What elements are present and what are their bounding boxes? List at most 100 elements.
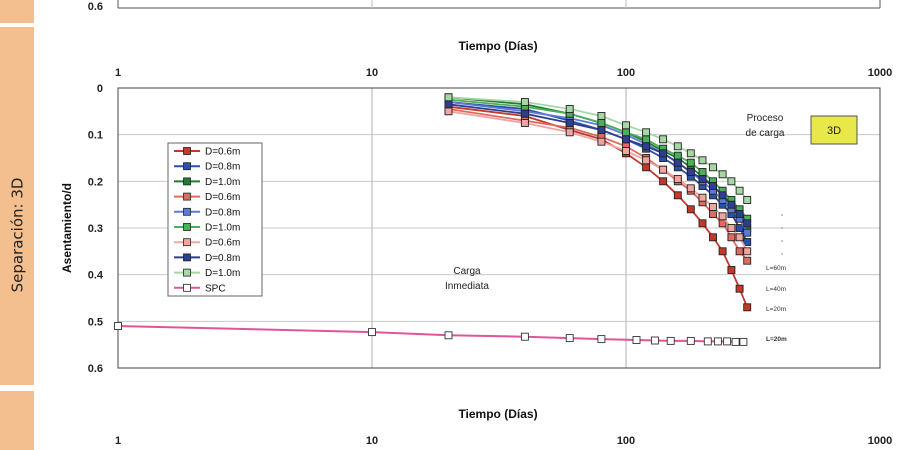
data-point bbox=[659, 135, 668, 144]
data-point bbox=[743, 238, 752, 246]
legend-swatch-marker bbox=[183, 177, 191, 186]
series-6 bbox=[444, 95, 752, 223]
x-tick: 100 bbox=[617, 435, 635, 447]
data-point bbox=[735, 284, 744, 293]
data-point bbox=[743, 303, 752, 312]
data-point bbox=[698, 193, 707, 202]
y-tick-label: 0.3 bbox=[88, 223, 103, 235]
dotted-separator bbox=[781, 214, 783, 255]
data-point bbox=[368, 328, 376, 337]
data-point bbox=[520, 98, 529, 106]
data-point bbox=[709, 182, 717, 190]
data-point bbox=[698, 168, 707, 176]
data-point bbox=[739, 337, 748, 346]
data-point bbox=[622, 135, 630, 144]
annotation-de-carga: de carga bbox=[746, 128, 785, 139]
data-point bbox=[659, 165, 668, 174]
data-point bbox=[723, 337, 732, 346]
top-row-tab bbox=[0, 0, 34, 23]
data-point bbox=[713, 337, 722, 346]
data-point bbox=[743, 228, 752, 237]
data-point bbox=[709, 233, 717, 242]
data-point bbox=[673, 142, 682, 151]
y-tick-label: 0.2 bbox=[88, 176, 103, 188]
data-point bbox=[114, 322, 122, 330]
legend-label: D=1.0m bbox=[205, 223, 240, 234]
legend: D=0.6m D=0.8m D=1.0m D=0.6m D=0.8m D=1.0m D=0.… bbox=[167, 142, 263, 297]
data-point bbox=[659, 149, 668, 158]
data-point bbox=[735, 247, 744, 256]
data-point bbox=[659, 177, 668, 186]
x-tick: 10 bbox=[366, 435, 378, 447]
legend-label: D=1.0m bbox=[205, 177, 240, 188]
series-7 bbox=[444, 107, 752, 256]
data-point bbox=[444, 100, 453, 109]
data-point bbox=[686, 184, 695, 193]
data-point bbox=[673, 158, 682, 167]
y-tick-label: 0.1 bbox=[88, 130, 103, 142]
data-point bbox=[673, 175, 682, 183]
legend-label: D=1.0m bbox=[205, 268, 240, 279]
data-point bbox=[622, 128, 630, 137]
data-point bbox=[565, 105, 574, 113]
3d-box-label: 3D bbox=[827, 125, 841, 137]
legend-item: D=1.0m bbox=[174, 268, 240, 279]
y-tick-label: 0.5 bbox=[88, 316, 103, 328]
y-axis-label: Asentamiento/d bbox=[60, 183, 74, 273]
data-point bbox=[709, 203, 717, 211]
data-point bbox=[718, 170, 727, 179]
data-point bbox=[622, 147, 630, 155]
top-x-tick: 1 bbox=[115, 67, 121, 79]
top-x-tick: 1000 bbox=[868, 67, 892, 79]
data-point bbox=[727, 200, 736, 209]
legend-swatch-marker bbox=[183, 147, 191, 155]
data-point bbox=[686, 336, 695, 345]
3d-box bbox=[810, 115, 858, 145]
data-point bbox=[565, 128, 574, 137]
x-tick: 1 bbox=[115, 435, 121, 447]
data-point bbox=[444, 331, 453, 340]
series-8 bbox=[444, 100, 752, 228]
data-point bbox=[743, 256, 752, 265]
data-point bbox=[727, 233, 736, 242]
data-point bbox=[642, 135, 651, 144]
x-tick: 1000 bbox=[868, 435, 892, 447]
annotation-inmediata: Inmediata bbox=[445, 281, 489, 292]
data-point bbox=[686, 158, 695, 167]
data-point bbox=[727, 266, 736, 274]
top-x-tick: 10 bbox=[366, 67, 378, 79]
legend-label: D=0.6m bbox=[205, 238, 240, 249]
L60-label: L=60m bbox=[766, 265, 786, 272]
legend-label: D=0.8m bbox=[205, 253, 240, 264]
legend-swatch-marker bbox=[183, 253, 191, 262]
data-point bbox=[642, 163, 651, 172]
data-point bbox=[597, 112, 606, 120]
data-point bbox=[597, 126, 606, 134]
legend-item: D=0.8m bbox=[174, 207, 240, 218]
top-chart-fragment: 0.6 Tiempo (Días) 1 10 100 1000 bbox=[88, 0, 892, 79]
data-point bbox=[642, 128, 651, 137]
bottom-axis: Tiempo (Días) 1 10 100 1000 bbox=[115, 407, 892, 447]
data-point bbox=[735, 186, 744, 195]
legend-label: D=0.8m bbox=[205, 162, 240, 173]
legend-swatch-marker bbox=[183, 283, 191, 292]
data-point bbox=[735, 210, 744, 218]
series-layer bbox=[114, 93, 752, 346]
data-point bbox=[727, 177, 736, 186]
data-point bbox=[673, 191, 682, 200]
L40-label: L=40m bbox=[766, 286, 786, 293]
x-axis-label: Tiempo (Días) bbox=[458, 407, 537, 421]
data-point bbox=[698, 175, 707, 183]
data-point bbox=[565, 334, 574, 343]
data-point bbox=[632, 336, 641, 344]
legend-item: D=1.0m bbox=[174, 177, 240, 188]
data-point bbox=[718, 191, 727, 200]
data-point bbox=[597, 119, 606, 127]
top-x-tick: 100 bbox=[617, 67, 635, 79]
data-point bbox=[698, 219, 707, 228]
data-point bbox=[735, 224, 744, 232]
series-line bbox=[117, 325, 744, 343]
series-9 bbox=[444, 93, 752, 204]
legend-label: D=0.6m bbox=[205, 192, 240, 203]
